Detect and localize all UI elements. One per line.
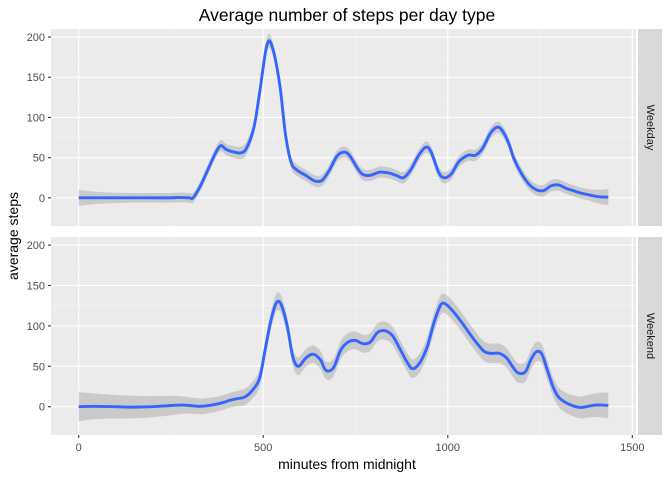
facet-strip-weekday — [638, 29, 662, 226]
x-tick-label: 1500 — [620, 442, 644, 454]
x-axis-title: minutes from midnight — [278, 456, 416, 472]
panel-background — [51, 237, 636, 435]
panel-weekday: 0 50 100 150 200 Weekday — [27, 29, 662, 226]
y-tick-label: 200 — [27, 32, 45, 44]
facet-strip-label-weekday: Weekday — [644, 105, 656, 151]
y-tick-label: 200 — [27, 240, 45, 252]
series-line-weekday — [78, 39, 609, 201]
facet-strip-weekend — [638, 237, 662, 435]
y-tick-label: 100 — [27, 112, 45, 124]
y-tick-label: 150 — [27, 280, 45, 292]
y-tick-label: 100 — [27, 321, 45, 333]
series-line-weekend — [78, 299, 609, 409]
panel-background — [51, 29, 636, 226]
y-axis-title: average steps — [5, 192, 21, 280]
facet-strip-label-weekend: Weekend — [644, 313, 656, 359]
panel-weekend: 0 50 100 150 200 Weekend — [27, 237, 662, 435]
y-tick-label: 50 — [33, 153, 45, 165]
y-tick-label: 0 — [39, 402, 45, 414]
y-tick-label: 150 — [27, 72, 45, 84]
chart-title: Average number of steps per day type — [199, 5, 495, 25]
y-tick-label: 0 — [39, 193, 45, 205]
y-tick-label: 50 — [33, 361, 45, 373]
x-tick-label: 1000 — [436, 442, 460, 454]
x-tick-label: 0 — [76, 442, 82, 454]
x-tick-label: 500 — [254, 442, 272, 454]
